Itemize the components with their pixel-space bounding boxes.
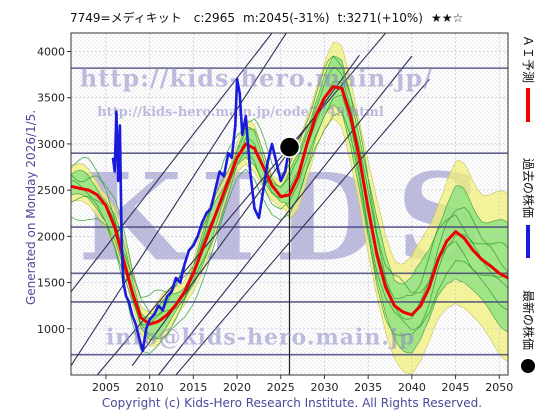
x-tick-label: 2005 bbox=[92, 381, 120, 394]
watermark-url: http://kids-hero.main.jp/ bbox=[80, 64, 433, 93]
header-name: メディキット bbox=[111, 10, 182, 25]
trend-channel-line bbox=[71, 33, 287, 367]
y-tick-label: 2500 bbox=[37, 184, 65, 197]
legend-past-label: 過去の株価 bbox=[521, 158, 536, 218]
header-mean-target: m:2045(-31%) bbox=[243, 11, 330, 25]
legend-latest-label: 最新の株価 bbox=[521, 290, 536, 350]
series-past-price bbox=[111, 77, 291, 353]
y-tick-label: 1500 bbox=[37, 277, 65, 290]
x-tick-label: 2010 bbox=[136, 381, 164, 394]
header-ai-target: t:3271(+10%) bbox=[338, 11, 423, 25]
header-rating: ★★☆ bbox=[431, 11, 463, 25]
header-current: c:2965 bbox=[194, 11, 235, 25]
legend: ＡＩ予測 過去の株価 最新の株価 bbox=[521, 35, 536, 373]
x-tick-label: 2040 bbox=[398, 381, 426, 394]
trend-channel-line bbox=[71, 33, 273, 293]
x-tick-label: 2015 bbox=[179, 381, 207, 394]
y-tick-label: 2000 bbox=[37, 230, 65, 243]
generated-date-label: Generated on Monday 2026/1/5. bbox=[24, 110, 38, 305]
x-tick-label: 2020 bbox=[223, 381, 251, 394]
header-eq: = bbox=[101, 11, 111, 25]
series-layer bbox=[71, 77, 508, 353]
legend-ai-label: ＡＩ予測 bbox=[521, 35, 535, 83]
header-code: 7749 bbox=[70, 11, 101, 25]
watermark-email: info@kids-hero.main.jp bbox=[106, 324, 415, 350]
plot-area: KIDS http://kids-hero.main.jp/http://kid… bbox=[71, 33, 508, 375]
trend-channel-line bbox=[175, 78, 430, 375]
x-tick-label: 2035 bbox=[354, 381, 382, 394]
x-tick-label: 2030 bbox=[310, 381, 338, 394]
y-tick-label: 4000 bbox=[37, 45, 65, 58]
trend-channel-line bbox=[96, 33, 387, 375]
legend-latest-marker bbox=[521, 359, 535, 373]
trend-channel-line bbox=[157, 55, 413, 375]
latest-price-marker bbox=[278, 136, 301, 158]
y-tick-label: 3000 bbox=[37, 138, 65, 151]
plot-frame bbox=[70, 32, 509, 376]
x-tick-label: 2025 bbox=[267, 381, 295, 394]
grid bbox=[71, 33, 508, 375]
copyright-text: Copyright (c) Kids-Hero Research Institu… bbox=[102, 396, 482, 410]
y-tick-label: 1000 bbox=[37, 323, 65, 336]
x-tick-label: 2045 bbox=[442, 381, 470, 394]
x-tick-label: 2050 bbox=[485, 381, 513, 394]
y-tick-label: 3500 bbox=[37, 92, 65, 105]
axes: 1000 1500 2000 2500 3000 3500 4000 2005 2010 2015… bbox=[37, 45, 513, 394]
series-ai-forecast bbox=[71, 85, 508, 326]
